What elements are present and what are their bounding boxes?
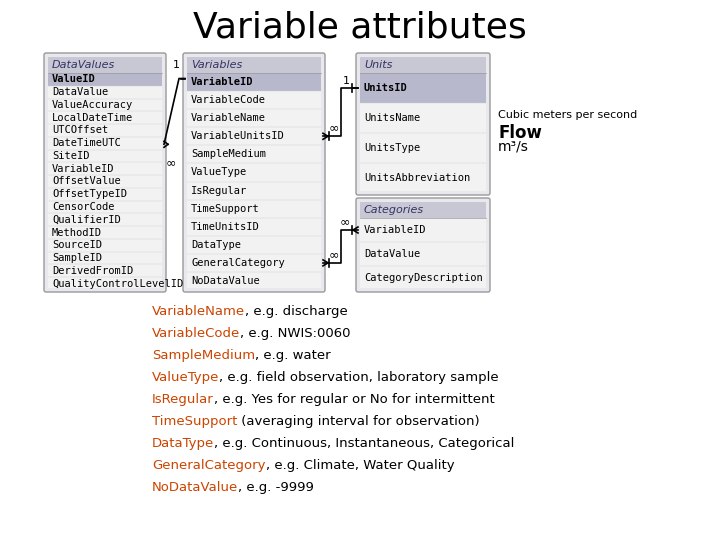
Text: ValueType: ValueType <box>152 371 220 384</box>
Text: 1: 1 <box>343 76 350 86</box>
Text: QualityControlLevelID: QualityControlLevelID <box>52 279 184 288</box>
Text: NoDataValue: NoDataValue <box>191 276 260 286</box>
Text: VariableName: VariableName <box>152 305 245 318</box>
Text: DataValue: DataValue <box>52 87 108 97</box>
Text: VariableID: VariableID <box>52 164 114 174</box>
Bar <box>360 73 486 191</box>
Text: (averaging interval for observation): (averaging interval for observation) <box>238 415 480 428</box>
Text: , e.g. water: , e.g. water <box>255 349 330 362</box>
Bar <box>187 57 321 73</box>
Text: UnitsType: UnitsType <box>364 143 420 153</box>
Text: VariableName: VariableName <box>191 113 266 123</box>
Text: , e.g. -9999: , e.g. -9999 <box>238 481 314 494</box>
Text: UnitsID: UnitsID <box>364 83 408 93</box>
Text: UTCOffset: UTCOffset <box>52 125 108 136</box>
Text: Cubic meters per second: Cubic meters per second <box>498 110 637 120</box>
Text: Variable attributes: Variable attributes <box>193 11 527 45</box>
Text: ValueID: ValueID <box>52 75 96 84</box>
Text: , e.g. Continuous, Instantaneous, Categorical: , e.g. Continuous, Instantaneous, Catego… <box>215 437 515 450</box>
Text: 1: 1 <box>173 60 180 71</box>
Text: CensorCode: CensorCode <box>52 202 114 212</box>
Text: Categories: Categories <box>364 205 424 215</box>
Text: Units: Units <box>364 60 392 70</box>
Text: VariableID: VariableID <box>191 77 253 87</box>
Text: DerivedFromID: DerivedFromID <box>52 266 133 276</box>
Bar <box>360 73 486 103</box>
Bar <box>187 73 321 288</box>
Text: DataType: DataType <box>191 240 241 250</box>
Text: , e.g. discharge: , e.g. discharge <box>245 305 348 318</box>
Text: , e.g. NWIS:0060: , e.g. NWIS:0060 <box>240 327 351 340</box>
Text: VariableID: VariableID <box>364 225 426 235</box>
Text: UnitsAbbreviation: UnitsAbbreviation <box>364 173 470 183</box>
Text: Flow: Flow <box>498 124 542 142</box>
Text: SourceID: SourceID <box>52 240 102 251</box>
Text: ValueType: ValueType <box>191 167 247 178</box>
Text: DataValues: DataValues <box>52 60 115 70</box>
Text: IsRegular: IsRegular <box>191 186 247 195</box>
Text: , e.g. field observation, laboratory sample: , e.g. field observation, laboratory sam… <box>220 371 499 384</box>
Text: NoDataValue: NoDataValue <box>152 481 238 494</box>
Text: m³/s: m³/s <box>498 140 529 154</box>
Bar <box>48 73 162 288</box>
Bar <box>187 73 321 91</box>
Text: TimeSupport: TimeSupport <box>152 415 238 428</box>
FancyBboxPatch shape <box>356 198 490 292</box>
Text: ∞: ∞ <box>328 122 339 134</box>
Text: VariableUnitsID: VariableUnitsID <box>191 131 284 141</box>
FancyBboxPatch shape <box>44 53 166 292</box>
FancyBboxPatch shape <box>356 53 490 195</box>
Text: GeneralCategory: GeneralCategory <box>152 459 266 472</box>
Text: UnitsName: UnitsName <box>364 113 420 123</box>
Text: IsRegular: IsRegular <box>152 393 214 406</box>
Text: , e.g. Climate, Water Quality: , e.g. Climate, Water Quality <box>266 459 454 472</box>
Bar <box>360 202 486 218</box>
Bar <box>360 218 486 288</box>
Text: ∞: ∞ <box>166 156 176 170</box>
Text: , e.g. Yes for regular or No for intermittent: , e.g. Yes for regular or No for intermi… <box>214 393 495 406</box>
Text: QualifierID: QualifierID <box>52 215 121 225</box>
Text: SampleMedium: SampleMedium <box>191 150 266 159</box>
Bar <box>360 57 486 73</box>
Text: SampleMedium: SampleMedium <box>152 349 255 362</box>
Text: ValueAccuracy: ValueAccuracy <box>52 100 133 110</box>
Text: DateTimeUTC: DateTimeUTC <box>52 138 121 148</box>
Text: TimeSupport: TimeSupport <box>191 204 260 214</box>
Text: VariableCode: VariableCode <box>152 327 240 340</box>
Text: OffsetValue: OffsetValue <box>52 177 121 186</box>
Text: ∞: ∞ <box>328 248 339 261</box>
Text: DataType: DataType <box>152 437 215 450</box>
Text: DataValue: DataValue <box>364 249 420 259</box>
Text: SampleID: SampleID <box>52 253 102 263</box>
Text: OffsetTypeID: OffsetTypeID <box>52 189 127 199</box>
Text: MethodID: MethodID <box>52 227 102 238</box>
Bar <box>48 57 162 73</box>
Text: CategoryDescription: CategoryDescription <box>364 273 482 283</box>
Text: LocalDateTime: LocalDateTime <box>52 113 133 123</box>
Text: GeneralCategory: GeneralCategory <box>191 258 284 268</box>
Text: SiteID: SiteID <box>52 151 89 161</box>
FancyBboxPatch shape <box>183 53 325 292</box>
Text: ∞: ∞ <box>340 215 350 228</box>
Bar <box>48 73 162 86</box>
Text: VariableCode: VariableCode <box>191 95 266 105</box>
Text: Variables: Variables <box>191 60 242 70</box>
Text: TimeUnitsID: TimeUnitsID <box>191 222 260 232</box>
